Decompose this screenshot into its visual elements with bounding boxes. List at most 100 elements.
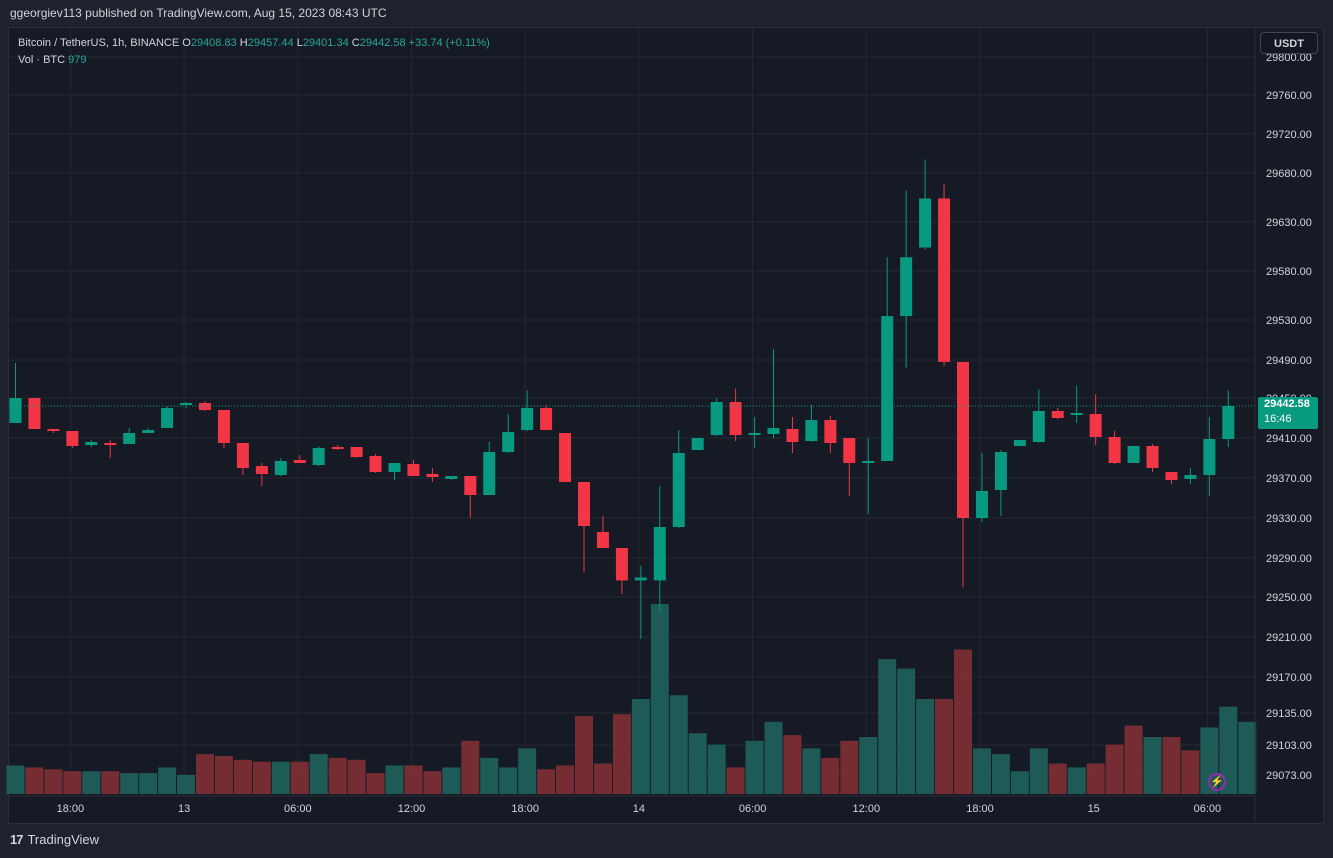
volume-bar xyxy=(404,765,423,794)
publish-info: ggeorgiev113 published on TradingView.co… xyxy=(10,6,387,20)
x-tick-label: 18:00 xyxy=(57,803,85,815)
y-tick-label: 29760.00 xyxy=(1266,90,1312,102)
candle-body xyxy=(559,433,572,482)
candle-body xyxy=(1222,406,1235,439)
y-tick-label: 29170.00 xyxy=(1266,672,1312,684)
candle-body xyxy=(66,431,79,446)
volume-bar xyxy=(461,740,480,794)
lightning-icon[interactable]: ⚡ xyxy=(1208,773,1226,791)
volume-bar xyxy=(726,767,745,794)
candle-body xyxy=(729,402,742,435)
last-price-tag: 29442.58 16:46 xyxy=(1258,397,1318,429)
x-tick-label: 06:00 xyxy=(739,803,767,815)
candle-body xyxy=(1051,411,1064,418)
low-value: 29401.34 xyxy=(302,37,349,49)
high-label: H xyxy=(239,37,248,49)
candle-body xyxy=(994,452,1007,490)
y-tick-label: 29290.00 xyxy=(1266,553,1312,565)
symbol-label[interactable]: Bitcoin / TetherUS, 1h, BINANCE xyxy=(18,37,180,49)
open-label: O xyxy=(182,37,191,49)
chart-legend: Bitcoin / TetherUS, 1h, BINANCE O29408.8… xyxy=(18,35,490,69)
candle-body xyxy=(350,447,363,457)
volume-bar xyxy=(935,699,954,794)
high-value: 29457.44 xyxy=(247,37,294,49)
volume-bar xyxy=(1048,763,1067,794)
y-tick-label: 29210.00 xyxy=(1266,632,1312,644)
volume-bar xyxy=(309,754,328,794)
volume-bar xyxy=(214,756,233,794)
x-tick-label: 12:00 xyxy=(398,803,426,815)
candle-body xyxy=(1108,437,1121,463)
volume-bar xyxy=(271,761,290,794)
candle-body xyxy=(578,482,590,526)
volume-bar xyxy=(764,721,783,794)
candle-body xyxy=(1165,472,1178,480)
volume-bar xyxy=(252,761,271,794)
volume-bar xyxy=(593,763,612,794)
volume-bar xyxy=(44,769,63,794)
candle-body xyxy=(672,453,685,527)
volume-bar xyxy=(745,740,764,794)
x-tick-label: 18:00 xyxy=(511,803,539,815)
volume-bar xyxy=(612,714,631,794)
y-tick-label: 29580.00 xyxy=(1266,266,1312,278)
volume-bar xyxy=(366,773,385,794)
volume-bar xyxy=(1086,763,1105,794)
volume-bar xyxy=(631,699,650,794)
y-tick-label: 29800.00 xyxy=(1266,52,1312,64)
candle-body xyxy=(502,432,515,452)
currency-button[interactable]: USDT xyxy=(1260,32,1318,54)
close-label: C xyxy=(351,37,360,49)
x-tick-label: 06:00 xyxy=(1194,803,1222,815)
volume-bar xyxy=(916,699,935,794)
x-tick-label: 13 xyxy=(178,803,190,815)
y-tick-label: 29720.00 xyxy=(1266,129,1312,141)
bar-countdown: 16:46 xyxy=(1264,413,1292,425)
candle-body xyxy=(9,398,22,423)
candle-body xyxy=(142,430,155,433)
y-tick-label: 29103.00 xyxy=(1266,740,1312,752)
volume-label[interactable]: Vol · BTC xyxy=(18,54,66,66)
volume-bar xyxy=(82,771,101,794)
volume-bar xyxy=(1010,771,1029,794)
candle-body xyxy=(47,429,60,431)
footer-brand: 17 TradingView xyxy=(10,832,99,847)
volume-bar xyxy=(120,773,139,794)
y-tick-label: 29680.00 xyxy=(1266,168,1312,180)
volume-bar xyxy=(328,757,347,794)
candle-body xyxy=(483,452,496,495)
volume-bar xyxy=(499,767,518,794)
x-tick-label: 12:00 xyxy=(853,803,881,815)
candle-body xyxy=(975,491,988,518)
candle-body xyxy=(1127,446,1140,463)
candle-body xyxy=(445,476,458,479)
candle-body xyxy=(1146,446,1159,468)
volume-bar xyxy=(650,604,669,794)
volume-bar xyxy=(1162,737,1181,794)
volume-bar xyxy=(233,759,252,794)
candle-body xyxy=(634,577,647,581)
candle-body xyxy=(104,443,117,445)
volume-bar xyxy=(518,748,537,794)
x-tick-label: 18:00 xyxy=(966,803,994,815)
candle-body xyxy=(919,198,932,248)
volume-bar xyxy=(859,737,878,794)
volume-bar xyxy=(177,775,196,794)
y-tick-label: 29250.00 xyxy=(1266,592,1312,604)
candle-body xyxy=(521,408,534,430)
volume-bar xyxy=(556,765,575,794)
candle-body xyxy=(615,548,628,581)
candle-body xyxy=(805,420,818,441)
volume-bar xyxy=(1181,750,1200,794)
candle-body xyxy=(767,428,780,434)
volume-bar xyxy=(423,771,442,794)
volume-bar xyxy=(537,769,556,794)
y-tick-label: 29530.00 xyxy=(1266,315,1312,327)
candle-body xyxy=(274,461,287,475)
volume-bar xyxy=(972,748,991,794)
volume-bar xyxy=(707,744,726,794)
candle-body xyxy=(331,447,344,449)
candle-body xyxy=(786,429,799,442)
candle-body xyxy=(710,402,723,435)
